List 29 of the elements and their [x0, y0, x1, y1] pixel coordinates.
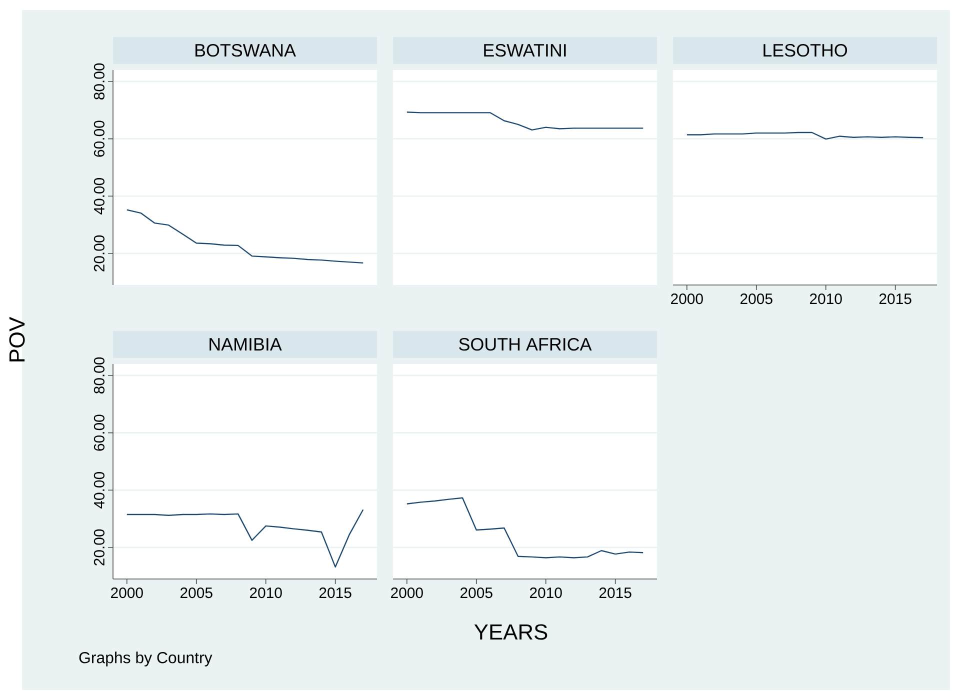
y-tick-label: 40.00 [94, 178, 104, 214]
chart-title: LESOTHO [764, 44, 848, 57]
y-tick-label: 60.00 [94, 414, 104, 451]
x-tick-label: 2000 [671, 294, 703, 304]
y-tick-label: 20.00 [94, 529, 104, 566]
y-axis-title: POV [9, 316, 25, 362]
y-tick-label: 80.00 [94, 63, 104, 100]
x-tick-label: 2015 [599, 588, 632, 598]
chart-title: ESWATINI [484, 44, 566, 57]
x-tick-label: 2005 [460, 588, 492, 598]
x-axis-title: YEARS [474, 624, 548, 640]
chart-title: BOTSWANA [196, 44, 296, 57]
x-tick-label: 2015 [879, 294, 912, 304]
x-tick-label: 2010 [250, 588, 282, 598]
x-tick-label: 2010 [810, 294, 842, 304]
y-tick-label: 40.00 [94, 472, 104, 508]
chart-title: SOUTH AFRICA [459, 338, 592, 351]
x-tick-label: 2015 [319, 588, 352, 598]
chart-title: NAMIBIA [210, 338, 282, 350]
y-tick-label: 20.00 [94, 235, 104, 272]
x-tick-label: 2000 [111, 588, 143, 598]
x-tick-label: 2005 [740, 294, 772, 304]
line-series [126, 209, 364, 264]
x-tick-label: 2010 [530, 588, 562, 598]
x-tick-label: 2005 [180, 588, 212, 598]
x-tick-label: 2000 [391, 588, 423, 598]
text: Graphs by Country [79, 652, 212, 666]
y-tick-label: 80.00 [94, 357, 104, 394]
y-tick-label: 60.00 [94, 120, 104, 157]
